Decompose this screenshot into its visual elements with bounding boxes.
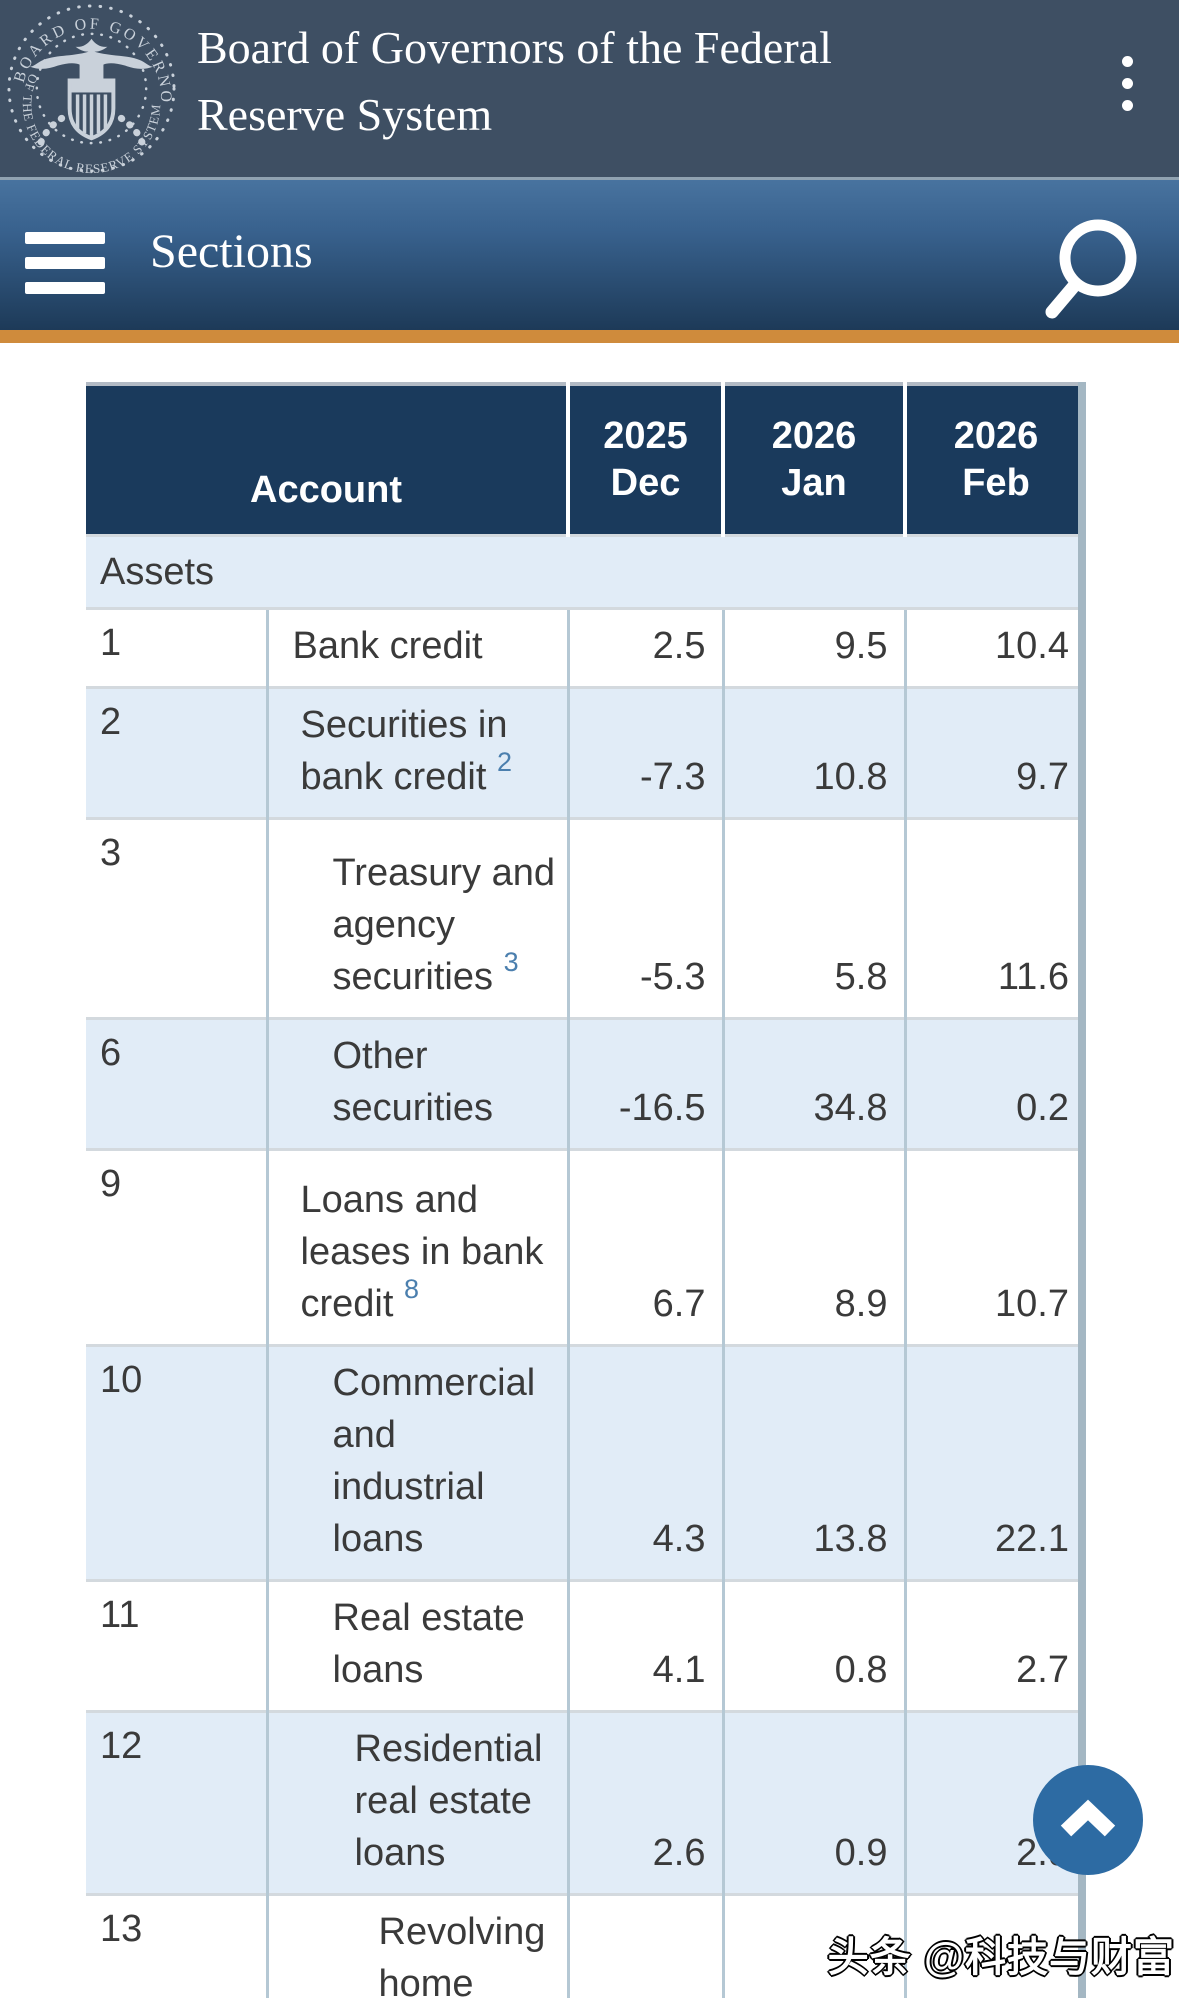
watermark: 头条 @科技与财富 [827,1934,1175,1980]
value-cell: 22.1 [903,1344,1085,1581]
kebab-icon [1112,56,1142,111]
account-name-cell: Real estate loans [265,1579,568,1712]
value-cell: 13.8 [721,1344,905,1581]
value-cell: 5.8 [721,817,905,1019]
account-name-cell: Bank credit [265,607,568,688]
account-number-cell: 12 [86,1710,267,1895]
footnote-link[interactable]: 3 [503,947,519,978]
account-name-cell: Residential real estate loans [265,1710,568,1895]
table-row: 10 Commercial and industrial loans 4.3 13.8… [86,1344,1085,1581]
table-row: 2 Securities in bank credit 2 -7.3 10.8 9.7 [86,686,1085,819]
account-name-cell: Revolving home equity loans [265,1893,568,1998]
value-cell: 10.8 [721,686,905,819]
overflow-menu-button[interactable] [1112,56,1142,126]
section-label: Assets [86,534,1085,609]
value-cell: 10.7 [903,1148,1085,1346]
account-number-cell: 3 [86,817,267,1019]
table-body: Assets 1 Bank credit 2.5 9.5 10.4 2 Securities… [86,534,1085,1998]
value-cell: 3.9 [566,1893,723,1998]
sections-label: Sections [150,225,313,278]
account-number-cell: 13 [86,1893,267,1998]
table-row: 11 Real estate loans 4.1 0.8 2.7 [86,1579,1085,1712]
accent-divider [0,330,1179,343]
value-cell: 0.2 [903,1017,1085,1150]
site-title: Board of Governors of the Federal Reserv… [197,22,832,140]
chevron-up-icon [1060,1799,1116,1837]
value-cell: -7.3 [566,686,723,819]
value-cell: -5.3 [566,817,723,1019]
value-cell: 6.7 [566,1148,723,1346]
table-row: 6 Other securities -16.5 34.8 0.2 [86,1017,1085,1150]
table-right-rail [1078,382,1086,1998]
account-name-cell: Securities in bank credit 2 [265,686,568,819]
column-header-dec: 2025 Dec [566,384,723,536]
table-header-row: Account 2025 Dec 2026 Jan 2026 Feb [86,384,1085,536]
value-cell: -16.5 [566,1017,723,1150]
account-number-cell: 11 [86,1579,267,1712]
table-row: 1 Bank credit 2.5 9.5 10.4 [86,607,1085,688]
scroll-to-top-button[interactable] [1033,1765,1143,1875]
footnote-link[interactable]: 8 [403,1274,420,1305]
value-cell: 0.9 [721,1710,905,1895]
account-number-cell: 1 [86,607,267,688]
value-cell: 2.6 [566,1710,723,1895]
table-row: 12 Residential real estate loans 2.6 0.9 2.9 [86,1710,1085,1895]
menu-button[interactable] [25,232,105,307]
account-number-cell: 9 [86,1148,267,1346]
table-container: Account 2025 Dec 2026 Jan 2026 Feb [86,382,1085,1998]
search-icon [1045,219,1137,319]
sections-nav-bar: Sections [0,177,1179,330]
value-cell: 8.9 [721,1148,905,1346]
value-cell: 10.4 [903,607,1085,688]
account-number-cell: 10 [86,1344,267,1581]
footnote-link[interactable]: 2 [496,747,512,778]
federal-reserve-seal-icon: BOARD OF GOVERNORS OF THE FEDERAL RESERV… [6,3,176,174]
search-button[interactable] [1036,208,1152,324]
account-number-cell: 6 [86,1017,267,1150]
value-cell: 9.7 [903,686,1085,819]
table-row: 3 Treasury and agency securities 3 -5.3 5.8… [86,817,1085,1019]
column-header-account: Account [86,384,568,536]
account-name-cell: Other securities [265,1017,568,1150]
value-cell: 4.3 [566,1344,723,1581]
value-cell: 4.1 [566,1579,723,1712]
value-cell: 0.8 [721,1579,905,1712]
column-header-feb: 2026 Feb [903,384,1085,536]
site-header: BOARD OF GOVERNORS OF THE FEDERAL RESERV… [0,0,1179,177]
value-cell: 2.5 [566,607,723,688]
value-cell: 9.5 [721,607,905,688]
hamburger-icon [25,232,105,294]
section-row-assets: Assets [86,534,1085,609]
account-name-cell: Treasury and agency securities 3 [265,817,568,1019]
column-header-jan: 2026 Jan [721,384,905,536]
value-cell: 2.7 [903,1579,1085,1712]
value-cell: 34.8 [721,1017,905,1150]
account-number-cell: 2 [86,686,267,819]
bank-credit-table: Account 2025 Dec 2026 Jan 2026 Feb [86,382,1085,1998]
account-name-cell: Loans and leases in bank credit 8 [265,1148,568,1346]
table-row: 9 Loans and leases in bank credit 8 6.7 8.9… [86,1148,1085,1346]
value-cell: 7.7 [903,1893,1085,1998]
value-cell: 3.0 [721,1893,905,1998]
value-cell: 11.6 [903,817,1085,1019]
account-name-cell: Commercial and industrial loans [265,1344,568,1581]
